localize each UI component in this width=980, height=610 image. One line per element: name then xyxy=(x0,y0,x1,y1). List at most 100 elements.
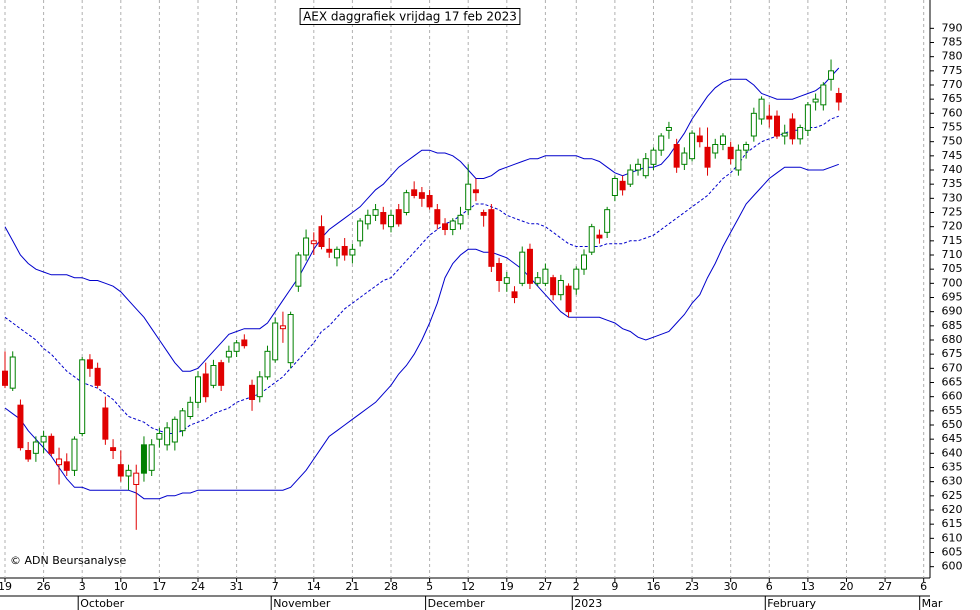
candle-body xyxy=(774,115,780,137)
y-tick-label: 635 xyxy=(942,461,963,474)
candle-body xyxy=(434,209,441,225)
candle-body xyxy=(642,158,649,177)
candle-body xyxy=(665,127,672,131)
candle-body xyxy=(519,251,526,284)
y-tick-label: 630 xyxy=(942,475,963,488)
candle-body xyxy=(542,268,549,284)
candle-body xyxy=(619,180,626,191)
candle-body xyxy=(403,192,410,214)
candle-body xyxy=(442,223,449,230)
candle-body xyxy=(573,268,580,290)
title-box xyxy=(299,8,521,25)
candle-body xyxy=(310,240,317,245)
y-tick-label: 755 xyxy=(942,121,963,134)
candle-body xyxy=(225,350,232,358)
y-tick-label: 690 xyxy=(942,305,963,318)
candle-body xyxy=(279,325,286,330)
candle-body xyxy=(287,314,294,364)
candle-body xyxy=(171,418,178,443)
candle-body xyxy=(2,370,8,386)
candle-body xyxy=(457,214,464,225)
candle-body xyxy=(133,472,140,485)
x-tick-label: 21 xyxy=(345,580,359,593)
y-tick-label: 740 xyxy=(942,163,963,176)
candle-body xyxy=(418,192,425,199)
y-tick-label: 705 xyxy=(942,262,963,275)
x-tick-label: 17 xyxy=(152,580,166,593)
y-tick-label: 625 xyxy=(942,489,963,502)
chart-title: AEX daggrafiek vrijdag 17 feb 2023 xyxy=(303,10,517,24)
candle-body xyxy=(380,212,387,225)
y-tick-label: 600 xyxy=(942,560,963,573)
y-tick-label: 760 xyxy=(942,106,963,119)
candle-body xyxy=(503,277,510,284)
y-tick-label: 780 xyxy=(942,50,963,63)
candle-body xyxy=(125,469,132,477)
y-tick-label: 645 xyxy=(942,432,963,445)
candle-body xyxy=(696,135,703,143)
candle-body xyxy=(804,104,811,131)
candle-body xyxy=(565,285,572,313)
candle-body xyxy=(411,189,418,196)
candle-body xyxy=(341,246,348,256)
candle-body xyxy=(828,70,835,80)
y-tick-label: 670 xyxy=(942,361,963,374)
candle-body xyxy=(372,209,379,216)
candle-body xyxy=(812,98,819,103)
x-tick-label: 26 xyxy=(37,580,51,593)
month-label: February xyxy=(767,597,816,610)
candle-body xyxy=(650,149,657,165)
copyright: © ADN Beursanalyse xyxy=(10,554,127,567)
month-label: Mar xyxy=(922,597,943,610)
candle-body xyxy=(25,450,32,460)
candle-body xyxy=(526,248,533,284)
candle-body xyxy=(202,373,209,398)
candle-body xyxy=(140,444,147,474)
y-tick-label: 685 xyxy=(942,319,963,332)
candle-body xyxy=(766,115,773,120)
candle-body xyxy=(743,144,750,151)
x-tick-label: 19 xyxy=(500,580,514,593)
candle-body xyxy=(835,93,842,103)
candle-body xyxy=(480,212,487,216)
candle-body xyxy=(110,447,117,451)
candle-body xyxy=(704,146,711,168)
candle-body xyxy=(86,359,93,369)
x-tick-label: 14 xyxy=(307,580,321,593)
candle-body xyxy=(511,291,518,299)
candle-body xyxy=(465,183,472,211)
x-tick-label: 27 xyxy=(878,580,892,593)
y-tick-label: 775 xyxy=(942,64,963,77)
y-tick-label: 620 xyxy=(942,503,963,516)
candle-body xyxy=(210,365,217,386)
candle-body xyxy=(233,342,240,352)
candle-body xyxy=(17,404,24,449)
candle-body xyxy=(318,226,325,248)
candle-body xyxy=(550,277,557,296)
candle-body xyxy=(488,209,495,267)
candle-body xyxy=(449,220,456,230)
y-tick-label: 735 xyxy=(942,177,963,190)
candle-body xyxy=(9,356,16,389)
y-tick-label: 660 xyxy=(942,390,963,403)
candle-body xyxy=(689,132,696,160)
y-tick-label: 785 xyxy=(942,36,963,49)
candle-body xyxy=(388,214,394,228)
x-tick-label: 6 xyxy=(920,580,927,593)
candle-body xyxy=(48,435,55,454)
x-tick-label: 6 xyxy=(766,580,773,593)
x-tick-label: 12 xyxy=(461,580,475,593)
candle-body xyxy=(148,444,155,471)
candle-body xyxy=(272,322,279,361)
candle-body xyxy=(797,127,804,140)
y-tick-label: 730 xyxy=(942,191,963,204)
candle-body xyxy=(241,339,248,347)
candle-body xyxy=(735,149,742,171)
candle-body xyxy=(256,376,263,398)
candle-body xyxy=(63,461,70,471)
candle-body xyxy=(164,427,171,446)
y-tick-label: 665 xyxy=(942,376,963,389)
y-tick-label: 710 xyxy=(942,248,963,261)
